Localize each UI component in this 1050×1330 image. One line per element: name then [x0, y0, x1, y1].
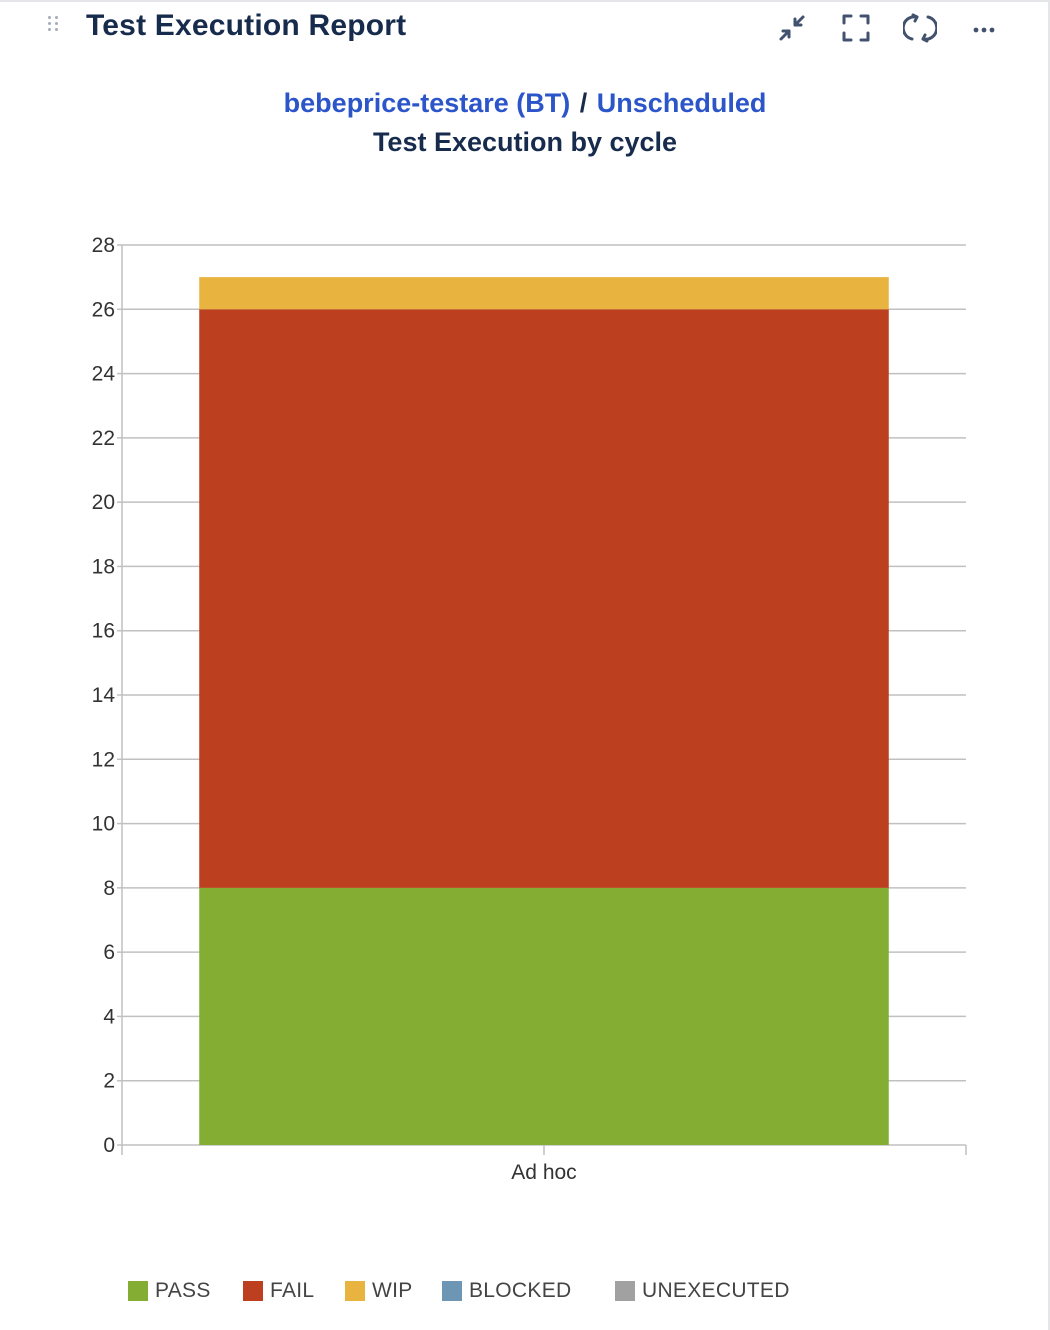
- drag-handle-icon[interactable]: [46, 14, 60, 34]
- legend-label: UNEXECUTED: [642, 1279, 790, 1302]
- chart-legend: PASS FAIL WIP BLOCKED UNEXECUTED: [0, 1278, 1050, 1308]
- bar-segment-fail: [199, 309, 889, 888]
- more-options-icon: [973, 27, 995, 33]
- gadget-title: Test Execution Report: [86, 9, 407, 42]
- y-tick-label: 0: [103, 1134, 115, 1157]
- y-tick-label: 20: [92, 491, 115, 514]
- fullscreen-icon: [842, 14, 870, 42]
- legend-swatch: [442, 1281, 462, 1301]
- legend-item-fail[interactable]: FAIL: [243, 1278, 314, 1304]
- y-tick-label: 4: [103, 1005, 115, 1028]
- legend-item-blocked[interactable]: BLOCKED: [442, 1278, 571, 1304]
- y-tick-label: 8: [103, 877, 115, 900]
- collapse-button[interactable]: [770, 8, 814, 48]
- y-tick-label: 16: [92, 620, 115, 643]
- refresh-button[interactable]: [898, 8, 942, 48]
- legend-item-wip[interactable]: WIP: [345, 1278, 413, 1304]
- y-tick-label: 22: [92, 427, 115, 450]
- breadcrumb: bebeprice-testare (BT) / Unscheduled: [0, 88, 1050, 119]
- legend-swatch: [345, 1281, 365, 1301]
- legend-label: FAIL: [270, 1279, 315, 1302]
- y-tick-label: 24: [92, 363, 116, 386]
- refresh-icon: [903, 13, 937, 43]
- y-tick-label: 14: [92, 684, 116, 707]
- more-options-button[interactable]: [962, 8, 1006, 48]
- legend-label: WIP: [372, 1279, 413, 1302]
- legend-label: PASS: [155, 1279, 211, 1302]
- y-tick-label: 12: [92, 748, 115, 771]
- collapse-arrows-icon: [779, 15, 805, 41]
- y-tick-label: 26: [92, 298, 115, 321]
- gadget-top-border: [0, 0, 1048, 2]
- fullscreen-button[interactable]: [834, 8, 878, 48]
- bar-segment-pass: [199, 887, 889, 1145]
- y-tick-label: 10: [92, 813, 115, 836]
- y-tick-label: 2: [103, 1070, 115, 1093]
- bar-segment-wip: [199, 277, 889, 310]
- legend-swatch: [128, 1281, 148, 1301]
- y-tick-label: 18: [92, 555, 115, 578]
- version-link[interactable]: Unscheduled: [596, 88, 767, 118]
- gadget-right-border: [1048, 0, 1050, 1330]
- breadcrumb-separator: /: [579, 88, 588, 118]
- chart-subtitle: Test Execution by cycle: [372, 127, 678, 157]
- legend-label: BLOCKED: [469, 1279, 572, 1302]
- y-tick-label: 28: [92, 234, 115, 257]
- project-link[interactable]: bebeprice-testare (BT): [283, 88, 571, 118]
- legend-swatch: [615, 1281, 635, 1301]
- legend-item-unexecuted[interactable]: UNEXECUTED: [615, 1278, 790, 1304]
- y-tick-label: 6: [103, 941, 115, 964]
- x-tick-label: Ad hoc: [511, 1161, 576, 1184]
- legend-swatch: [243, 1281, 263, 1301]
- legend-item-pass[interactable]: PASS: [128, 1278, 211, 1304]
- chart-header: bebeprice-testare (BT) / Unscheduled Tes…: [0, 88, 1050, 158]
